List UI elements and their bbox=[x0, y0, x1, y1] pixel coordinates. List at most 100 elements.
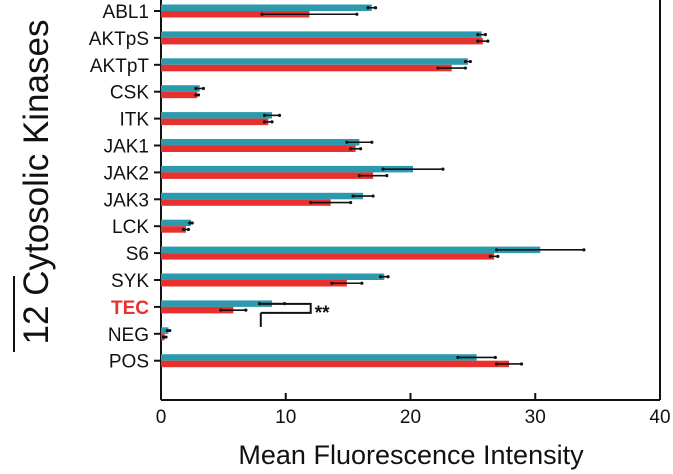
error-bar-cap bbox=[463, 66, 467, 70]
error-bar-cap bbox=[381, 167, 385, 171]
bar bbox=[161, 172, 374, 179]
error-bar-cap bbox=[262, 120, 267, 124]
error-bar-cap bbox=[366, 6, 370, 10]
significance-marker: ** bbox=[315, 303, 330, 324]
bar bbox=[161, 354, 477, 361]
bar bbox=[161, 11, 310, 18]
error-bar-cap bbox=[496, 254, 500, 258]
bar bbox=[161, 306, 234, 314]
category-label: JAK2 bbox=[104, 163, 149, 184]
bar bbox=[161, 327, 169, 334]
bar bbox=[161, 58, 468, 65]
error-bar-cap bbox=[330, 281, 334, 285]
bar bbox=[161, 145, 356, 152]
category-label: SYK bbox=[111, 271, 149, 292]
error-bar-cap bbox=[456, 355, 460, 360]
bar bbox=[161, 85, 200, 92]
error-bar-cap bbox=[161, 335, 166, 339]
bar bbox=[161, 300, 273, 307]
bar bbox=[161, 219, 191, 227]
y-axis-label: 12 Cytosolic Kinases bbox=[17, 20, 56, 345]
bar bbox=[161, 360, 510, 368]
error-bar-cap bbox=[386, 275, 390, 279]
error-bar-cap bbox=[441, 167, 445, 171]
category-label: AKTpT bbox=[90, 56, 150, 77]
bar bbox=[161, 165, 413, 173]
x-tick-label: 20 bbox=[400, 407, 421, 428]
error-bar-cap bbox=[436, 66, 440, 70]
bar bbox=[161, 246, 541, 254]
plot-area: 0 10 20 30 40 ABL1 AKTpS AKTpT CSK ITK JAK1 JAK2 JAK… bbox=[89, 0, 671, 428]
bar bbox=[161, 118, 269, 126]
x-axis-label: Mean Fluorescence Intensity bbox=[238, 440, 584, 470]
x-tick-label: 10 bbox=[275, 407, 296, 428]
error-bar-cap bbox=[371, 194, 375, 198]
error-bar-cap bbox=[188, 221, 192, 225]
bar bbox=[161, 112, 273, 119]
error-bar-cap bbox=[582, 248, 586, 252]
category-label: NEG bbox=[108, 325, 149, 346]
error-bar-cap bbox=[385, 174, 389, 178]
bar bbox=[161, 91, 198, 99]
bar bbox=[161, 31, 482, 38]
bar bbox=[161, 280, 347, 287]
error-bar-cap bbox=[359, 147, 363, 151]
error-bar-cap bbox=[486, 39, 490, 43]
significance-bracket bbox=[260, 302, 312, 314]
error-bar-cap bbox=[262, 113, 267, 117]
bar bbox=[161, 192, 364, 200]
error-bar-cap bbox=[165, 328, 169, 333]
error-bar-cap bbox=[201, 86, 206, 91]
bar bbox=[161, 37, 483, 45]
x-tick-label: 30 bbox=[525, 407, 546, 428]
error-bar-cap bbox=[309, 200, 313, 205]
x-tick-label: 0 bbox=[156, 407, 167, 428]
bar bbox=[161, 139, 360, 146]
error-bar-cap bbox=[181, 227, 186, 232]
error-bar-cap bbox=[277, 113, 282, 117]
error-bar-cap bbox=[468, 59, 472, 64]
category-label: JAK1 bbox=[104, 137, 149, 158]
error-bar-cap bbox=[373, 6, 378, 10]
error-bar-cap bbox=[349, 200, 353, 205]
error-bar-cap bbox=[349, 147, 353, 151]
error-bar-cap bbox=[476, 33, 480, 37]
error-bar-cap bbox=[494, 248, 499, 252]
error-bar-cap bbox=[219, 308, 223, 312]
error-bar-cap bbox=[483, 33, 487, 37]
error-bar-cap bbox=[493, 355, 497, 360]
bar bbox=[161, 226, 186, 233]
error-bar-cap bbox=[196, 93, 201, 97]
error-bar-cap bbox=[476, 39, 480, 43]
x-tick-label: 40 bbox=[649, 407, 670, 428]
category-label: AKTpS bbox=[89, 29, 149, 50]
category-label: TEC bbox=[111, 298, 149, 319]
bar bbox=[161, 4, 372, 11]
error-bar-cap bbox=[357, 174, 361, 178]
category-label: LCK bbox=[112, 217, 149, 238]
error-bar-cap bbox=[186, 227, 191, 232]
category-label: S6 bbox=[126, 244, 149, 265]
error-bar-cap bbox=[168, 328, 172, 333]
error-bar-cap bbox=[164, 335, 168, 339]
error-bar-cap bbox=[260, 12, 264, 16]
error-bar-cap bbox=[355, 12, 359, 16]
error-bar-cap bbox=[360, 281, 364, 285]
error-bar-cap bbox=[378, 275, 383, 279]
bar bbox=[161, 253, 495, 260]
error-bar-cap bbox=[463, 59, 467, 64]
error-bar-cap bbox=[257, 302, 262, 306]
error-bar-cap bbox=[351, 194, 355, 198]
error-bar-cap bbox=[194, 93, 198, 97]
error-bar-cap bbox=[194, 86, 198, 91]
error-bar-cap bbox=[190, 221, 194, 225]
error-bar-cap bbox=[244, 308, 248, 312]
bar bbox=[161, 199, 331, 206]
bar bbox=[161, 64, 452, 72]
bar bbox=[161, 273, 385, 280]
error-bar-cap bbox=[270, 120, 274, 124]
error-bar-cap bbox=[519, 362, 524, 366]
error-bar-cap bbox=[370, 140, 374, 144]
error-bar-cap bbox=[494, 362, 499, 366]
